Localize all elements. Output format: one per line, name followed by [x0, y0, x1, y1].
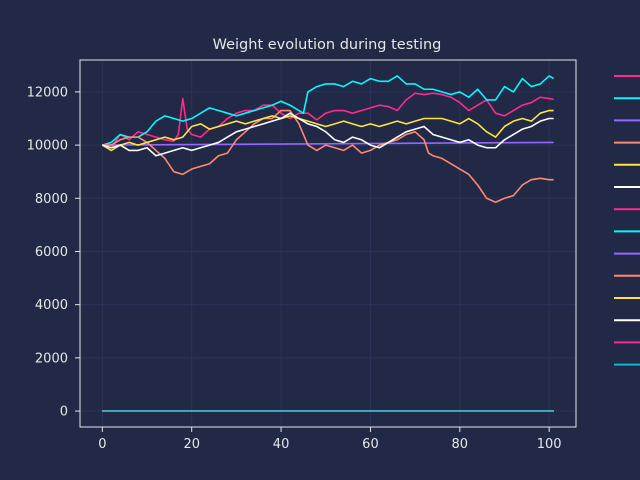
x-tick-label: 40: [273, 437, 290, 452]
series-line-2: [102, 75, 555, 146]
x-tick-label: 20: [183, 437, 200, 452]
plot-frame: [79, 59, 577, 428]
y-tick-label: 8000: [35, 192, 68, 207]
ticks-layer: 0 20 40 60 80 100 0 2000 4000 6000 8000 10000 12000: [27, 85, 562, 452]
y-tick-label: 2000: [35, 351, 68, 366]
x-tick-label: 80: [452, 437, 469, 452]
series-layer: [101, 75, 555, 412]
series-line-6: [102, 112, 554, 157]
axes-layer: [79, 59, 577, 428]
chart-title: Weight evolution during testing: [213, 37, 442, 53]
y-tick-label: 10000: [27, 139, 68, 154]
x-tick-label: 100: [537, 437, 562, 452]
x-tick-label: 60: [362, 437, 379, 452]
legend: [614, 75, 640, 366]
y-tick-label: 6000: [35, 245, 68, 260]
series-line-1: [102, 92, 554, 149]
series-line-5: [101, 109, 554, 152]
series-line-4: [102, 109, 554, 204]
y-tick-label: 12000: [27, 85, 68, 100]
y-tick-label: 0: [60, 405, 68, 420]
x-tick-label: 0: [98, 437, 106, 452]
y-tick-label: 4000: [35, 298, 68, 313]
